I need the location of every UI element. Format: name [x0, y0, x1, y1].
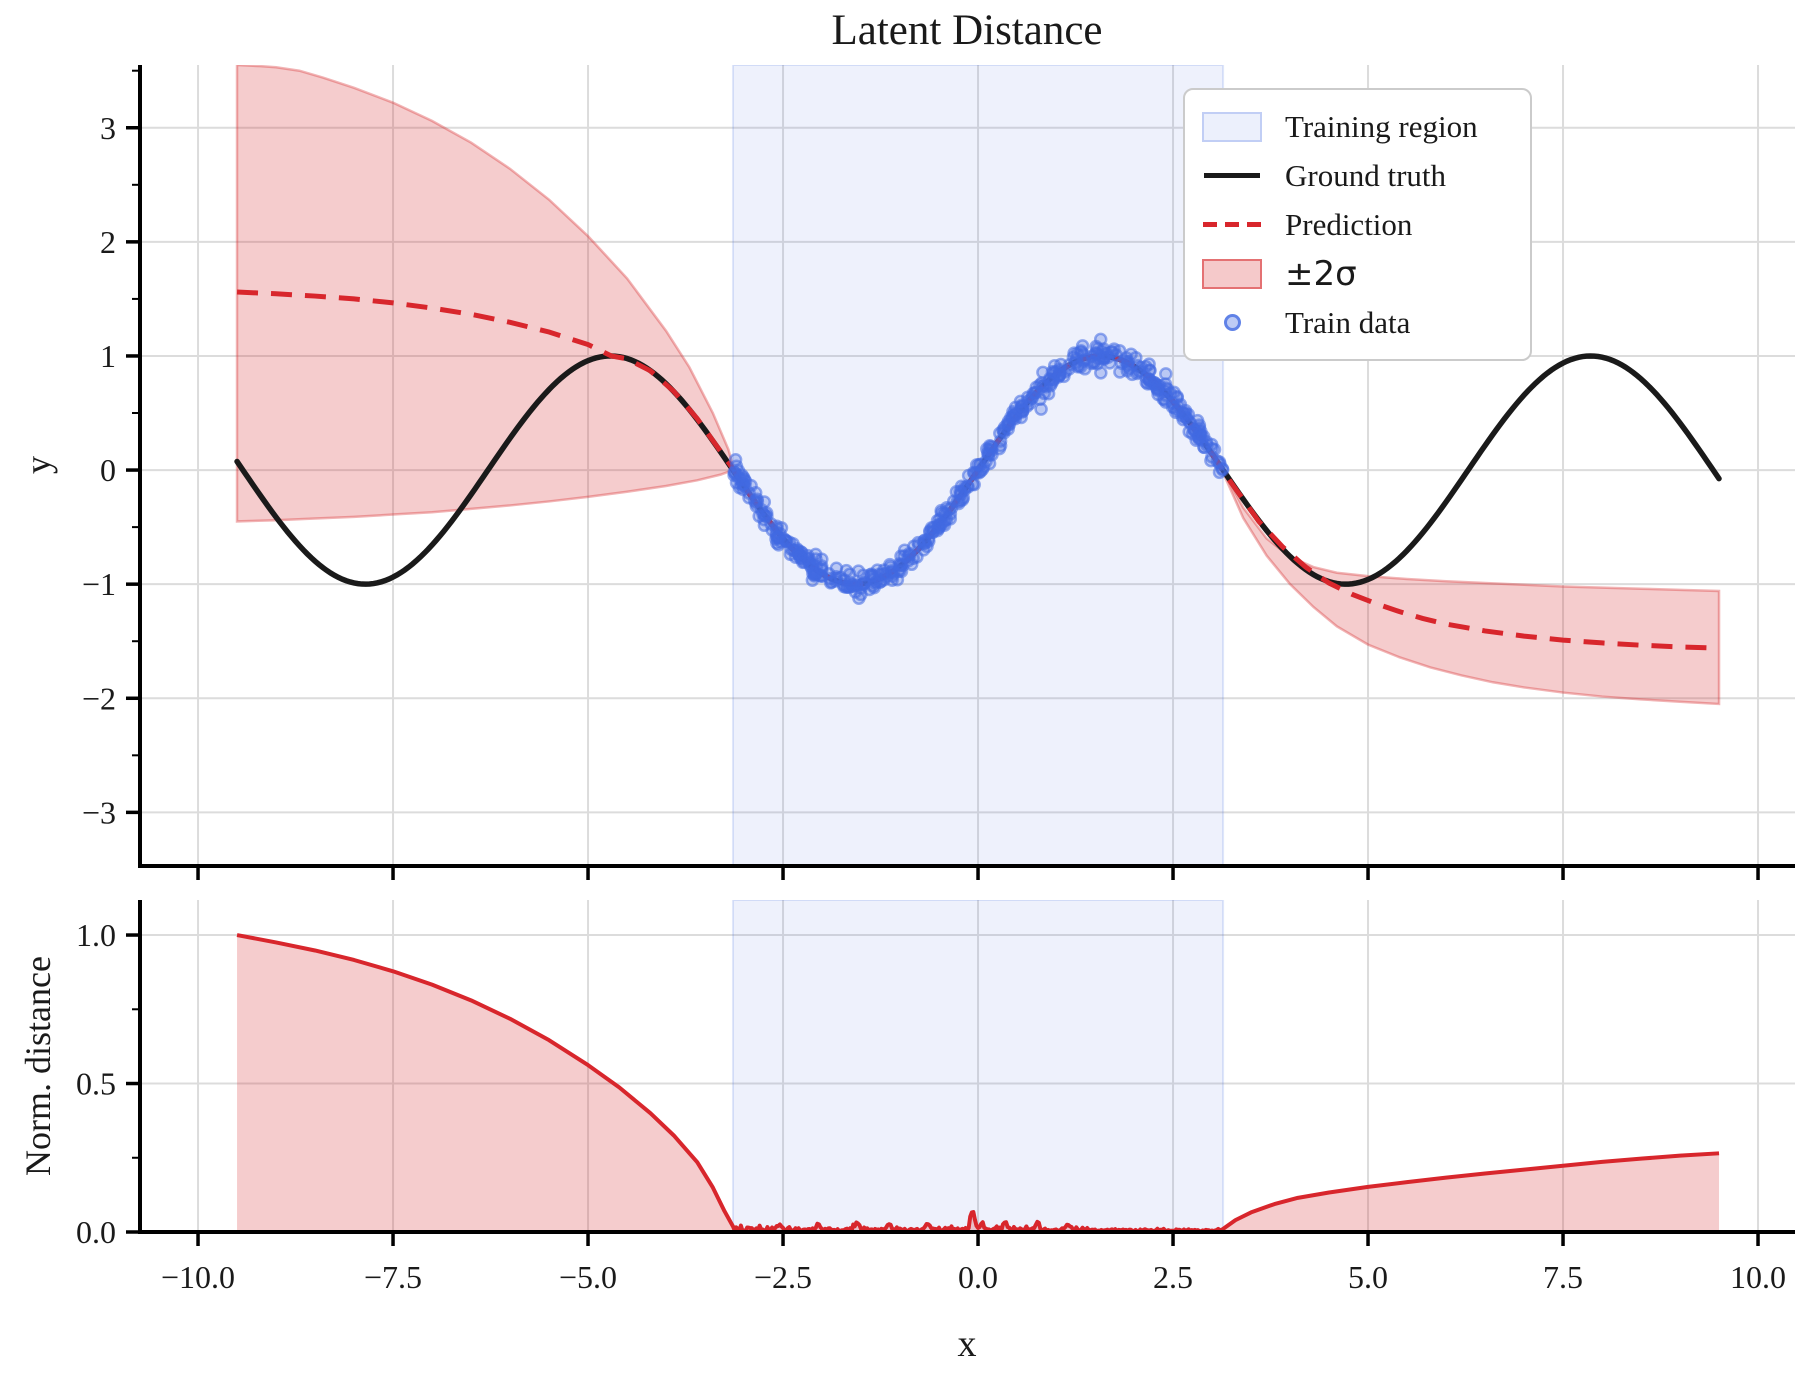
x-tick-label: −5.0: [559, 1259, 617, 1295]
sigma-band-left: [235, 65, 735, 523]
x-tick-label: −7.5: [364, 1259, 422, 1295]
x-tick-label: −2.5: [754, 1259, 812, 1295]
bottom-y-tick-label: 1.0: [76, 917, 116, 953]
ground-truth-line-icon: [1201, 173, 1263, 178]
bottom-training-region-band: [731, 900, 1225, 1232]
top-y-axis-label: y: [18, 456, 58, 474]
x-tick-label: 5.0: [1348, 1259, 1388, 1295]
legend-item-sigma-band: ±2σ: [1201, 249, 1514, 298]
top-plot: [140, 65, 1795, 866]
bottom-axes-spines: 0.0 0.5 1.0 −10.0 −7.5 −5.0 −2.5 0.0 2.5 5.0 7.5 10…: [76, 900, 1795, 1295]
top-y-tick-label: −2: [82, 680, 116, 716]
x-tick-label: 2.5: [1153, 1259, 1193, 1295]
top-y-tick-label: 3: [100, 110, 116, 146]
top-y-tick-label: −1: [82, 566, 116, 602]
legend-item-training-region: Training region: [1201, 102, 1514, 151]
chart-title: Latent Distance: [831, 7, 1103, 54]
bottom-gridlines: [140, 900, 1795, 1232]
train-data-marker-icon: [1201, 314, 1263, 331]
train-data-scatter: [727, 332, 1230, 605]
x-tick-label: −10.0: [161, 1259, 235, 1295]
x-tick-label: 10.0: [1730, 1259, 1786, 1295]
sigma-band-patch-icon: [1201, 258, 1263, 289]
top-y-tick-label: 0: [100, 452, 116, 488]
legend: Training region Ground truth Prediction …: [1183, 88, 1532, 361]
legend-item-prediction: Prediction: [1201, 200, 1514, 249]
legend-label: Train data: [1285, 304, 1411, 340]
bottom-y-tick-label: 0.5: [76, 1066, 116, 1102]
x-tick-label: 7.5: [1543, 1259, 1583, 1295]
x-tick-label: 0.0: [958, 1259, 998, 1295]
bottom-plot: [140, 900, 1795, 1232]
legend-label: Ground truth: [1285, 157, 1447, 193]
legend-label: Prediction: [1285, 206, 1413, 242]
prediction-dashed-line-icon: [1201, 222, 1263, 227]
top-y-tick-label: 1: [100, 338, 116, 374]
x-axis-label: x: [957, 1323, 977, 1365]
top-y-tick-label: −3: [82, 794, 116, 830]
bottom-y-tick-label: 0.0: [76, 1214, 116, 1250]
legend-label: ±2σ: [1285, 253, 1357, 294]
legend-item-train-data: Train data: [1201, 298, 1514, 347]
distance-line: [236, 933, 1720, 1232]
top-axes-spines: −3 −2 −1 0 1 2 3: [82, 65, 1795, 880]
bottom-y-axis-label: Norm. distance: [18, 956, 58, 1176]
legend-item-ground-truth: Ground truth: [1201, 151, 1514, 200]
sigma-band-right: [1221, 469, 1721, 706]
top-y-tick-label: 2: [100, 224, 116, 260]
training-region-swatch-icon: [1201, 111, 1263, 142]
distance-area: [237, 935, 1720, 1232]
legend-label: Training region: [1285, 108, 1478, 144]
